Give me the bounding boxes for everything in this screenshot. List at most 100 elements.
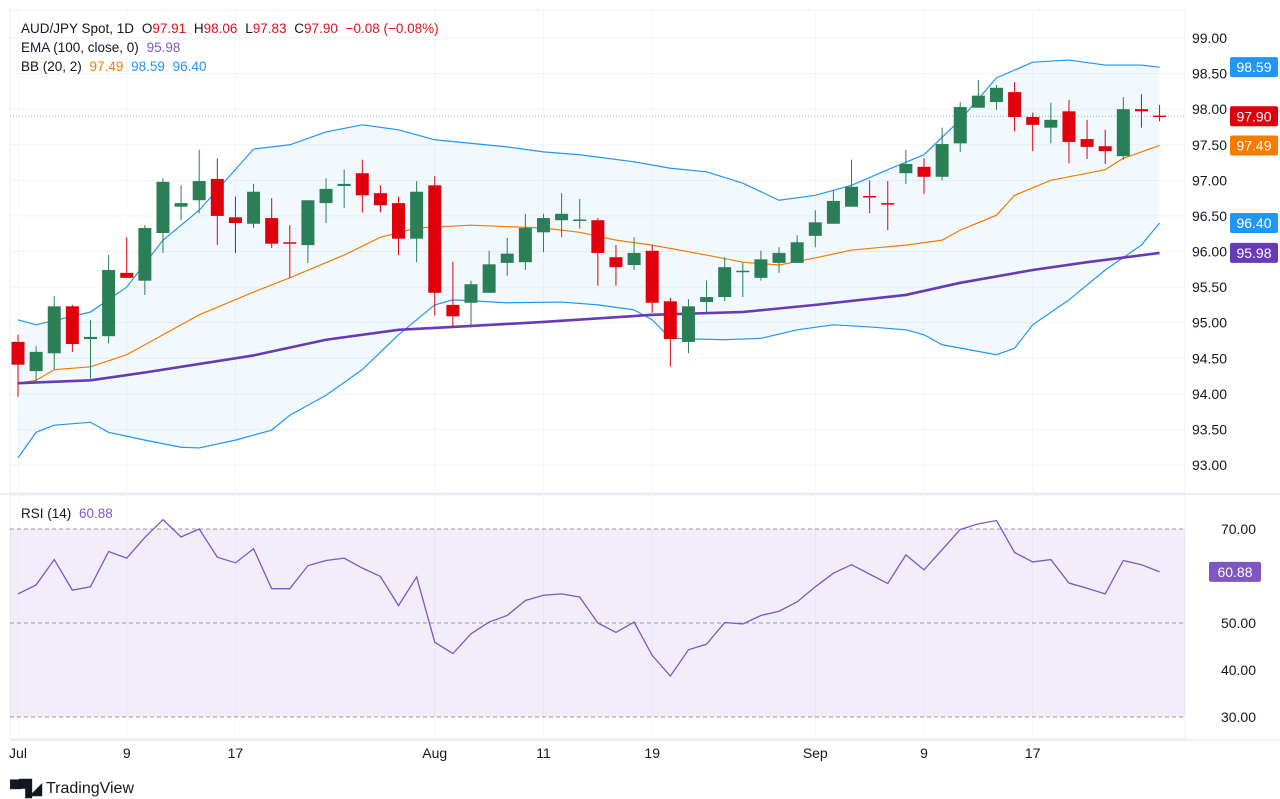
candle [881,181,895,231]
candle [899,149,913,184]
tradingview-logo-text: TradingView [45,780,134,797]
candle [138,225,152,295]
bb-legend[interactable]: BB (20, 2) 97.49 98.59 96.40 [21,59,210,74]
symbol-title: AUD/JPY Spot, 1D [21,21,135,36]
price-badge-label: 96.40 [1236,215,1271,231]
candle-body [210,178,224,216]
rsi-legend[interactable]: RSI (14) 60.88 [21,506,117,521]
candles [11,79,1167,397]
rsi-label: RSI (14) [21,506,72,521]
candle [953,102,967,152]
price-badge: 97.90 [1230,106,1278,127]
candle [11,334,25,397]
candle-body [65,306,79,345]
ema-legend[interactable]: EMA (100, close, 0) 95.98 [21,40,184,55]
tradingview-logo[interactable]: ▀▜◢ TradingView [10,779,134,799]
close-label: C [294,21,305,36]
time-tick-label: 11 [536,745,551,761]
candle-body [174,203,188,207]
candle-body [863,195,877,198]
candle [645,245,659,313]
time-tick-label: 19 [644,745,660,761]
candle-body [301,200,315,246]
bb-upper-value: 98.59 [131,59,165,74]
candle-body [953,107,967,144]
candle [174,185,188,221]
candle [482,250,496,293]
candle-body [464,284,478,303]
candle-body [482,264,496,293]
candle [627,237,641,271]
price-tick-label: 93.00 [1192,457,1227,473]
rsi-value: 60.88 [79,506,113,521]
high-value: H98.06 [194,21,238,36]
price-tick-label: 97.00 [1192,172,1227,188]
candle [1044,102,1058,144]
candle [573,198,587,229]
candle-body [47,306,61,354]
candle [772,247,786,273]
price-tick-label: 98.50 [1192,66,1227,82]
price-badge-bg [1230,135,1278,156]
candle-body [826,200,840,224]
time-tick-label: 9 [920,745,928,761]
candle [790,235,804,263]
candle [319,178,333,224]
candle-body [392,203,406,239]
symbol-legend: AUD/JPY Spot, 1D O97.91 H98.06 L97.83 C9… [21,21,443,36]
candle [736,262,750,298]
candle [609,245,623,286]
candle [1080,119,1094,159]
candle-body [1153,115,1167,118]
candle [917,158,931,194]
price-tick-label: 95.50 [1192,279,1227,295]
candle [301,200,315,263]
candle [1116,97,1130,160]
candle [681,299,695,354]
price-tick-label: 94.50 [1192,350,1227,366]
price-tick-label: 96.50 [1192,208,1227,224]
price-badge-bg [1230,57,1278,78]
bollinger-band-fill [18,60,1160,458]
time-tick-label: Aug [422,745,447,761]
candle-body [663,301,677,340]
candle-body [373,193,387,206]
candle [120,237,134,278]
candle [518,213,532,271]
candle-body [283,242,297,244]
candle [1008,82,1022,132]
price-tick-label: 93.50 [1192,421,1227,437]
candle-body [1080,139,1094,147]
bb-label: BB (20, 2) [21,59,82,74]
price-badge-bg [1230,213,1278,234]
candle [247,183,261,229]
candle [283,225,297,278]
candle-body [536,218,550,233]
open-label: O [141,21,153,36]
price-tick-label: 98.00 [1192,101,1227,117]
candle-body [899,163,913,174]
time-tick-label: 17 [228,745,244,761]
candle [663,297,677,367]
candle-body [772,252,786,263]
candle-body [428,185,442,293]
rsi-badge-label: 60.88 [1217,564,1252,580]
candle [863,180,877,214]
candle-body [156,181,170,234]
candle [555,193,569,238]
candle [935,127,949,181]
open-number: 97.91 [152,21,187,36]
candle-body [1134,109,1148,112]
close-value: C97.90 [294,21,338,36]
candle [428,176,442,316]
candle-body [1026,116,1040,125]
candle [373,185,387,213]
candle-body [500,253,514,263]
candle-body [11,341,25,365]
time-tick-label: Sep [803,745,828,761]
candle-body [700,297,714,303]
bb-mid-value: 97.49 [89,59,124,74]
price-badge: 96.40 [1230,213,1278,234]
time-tick-label: Jul [9,745,27,761]
